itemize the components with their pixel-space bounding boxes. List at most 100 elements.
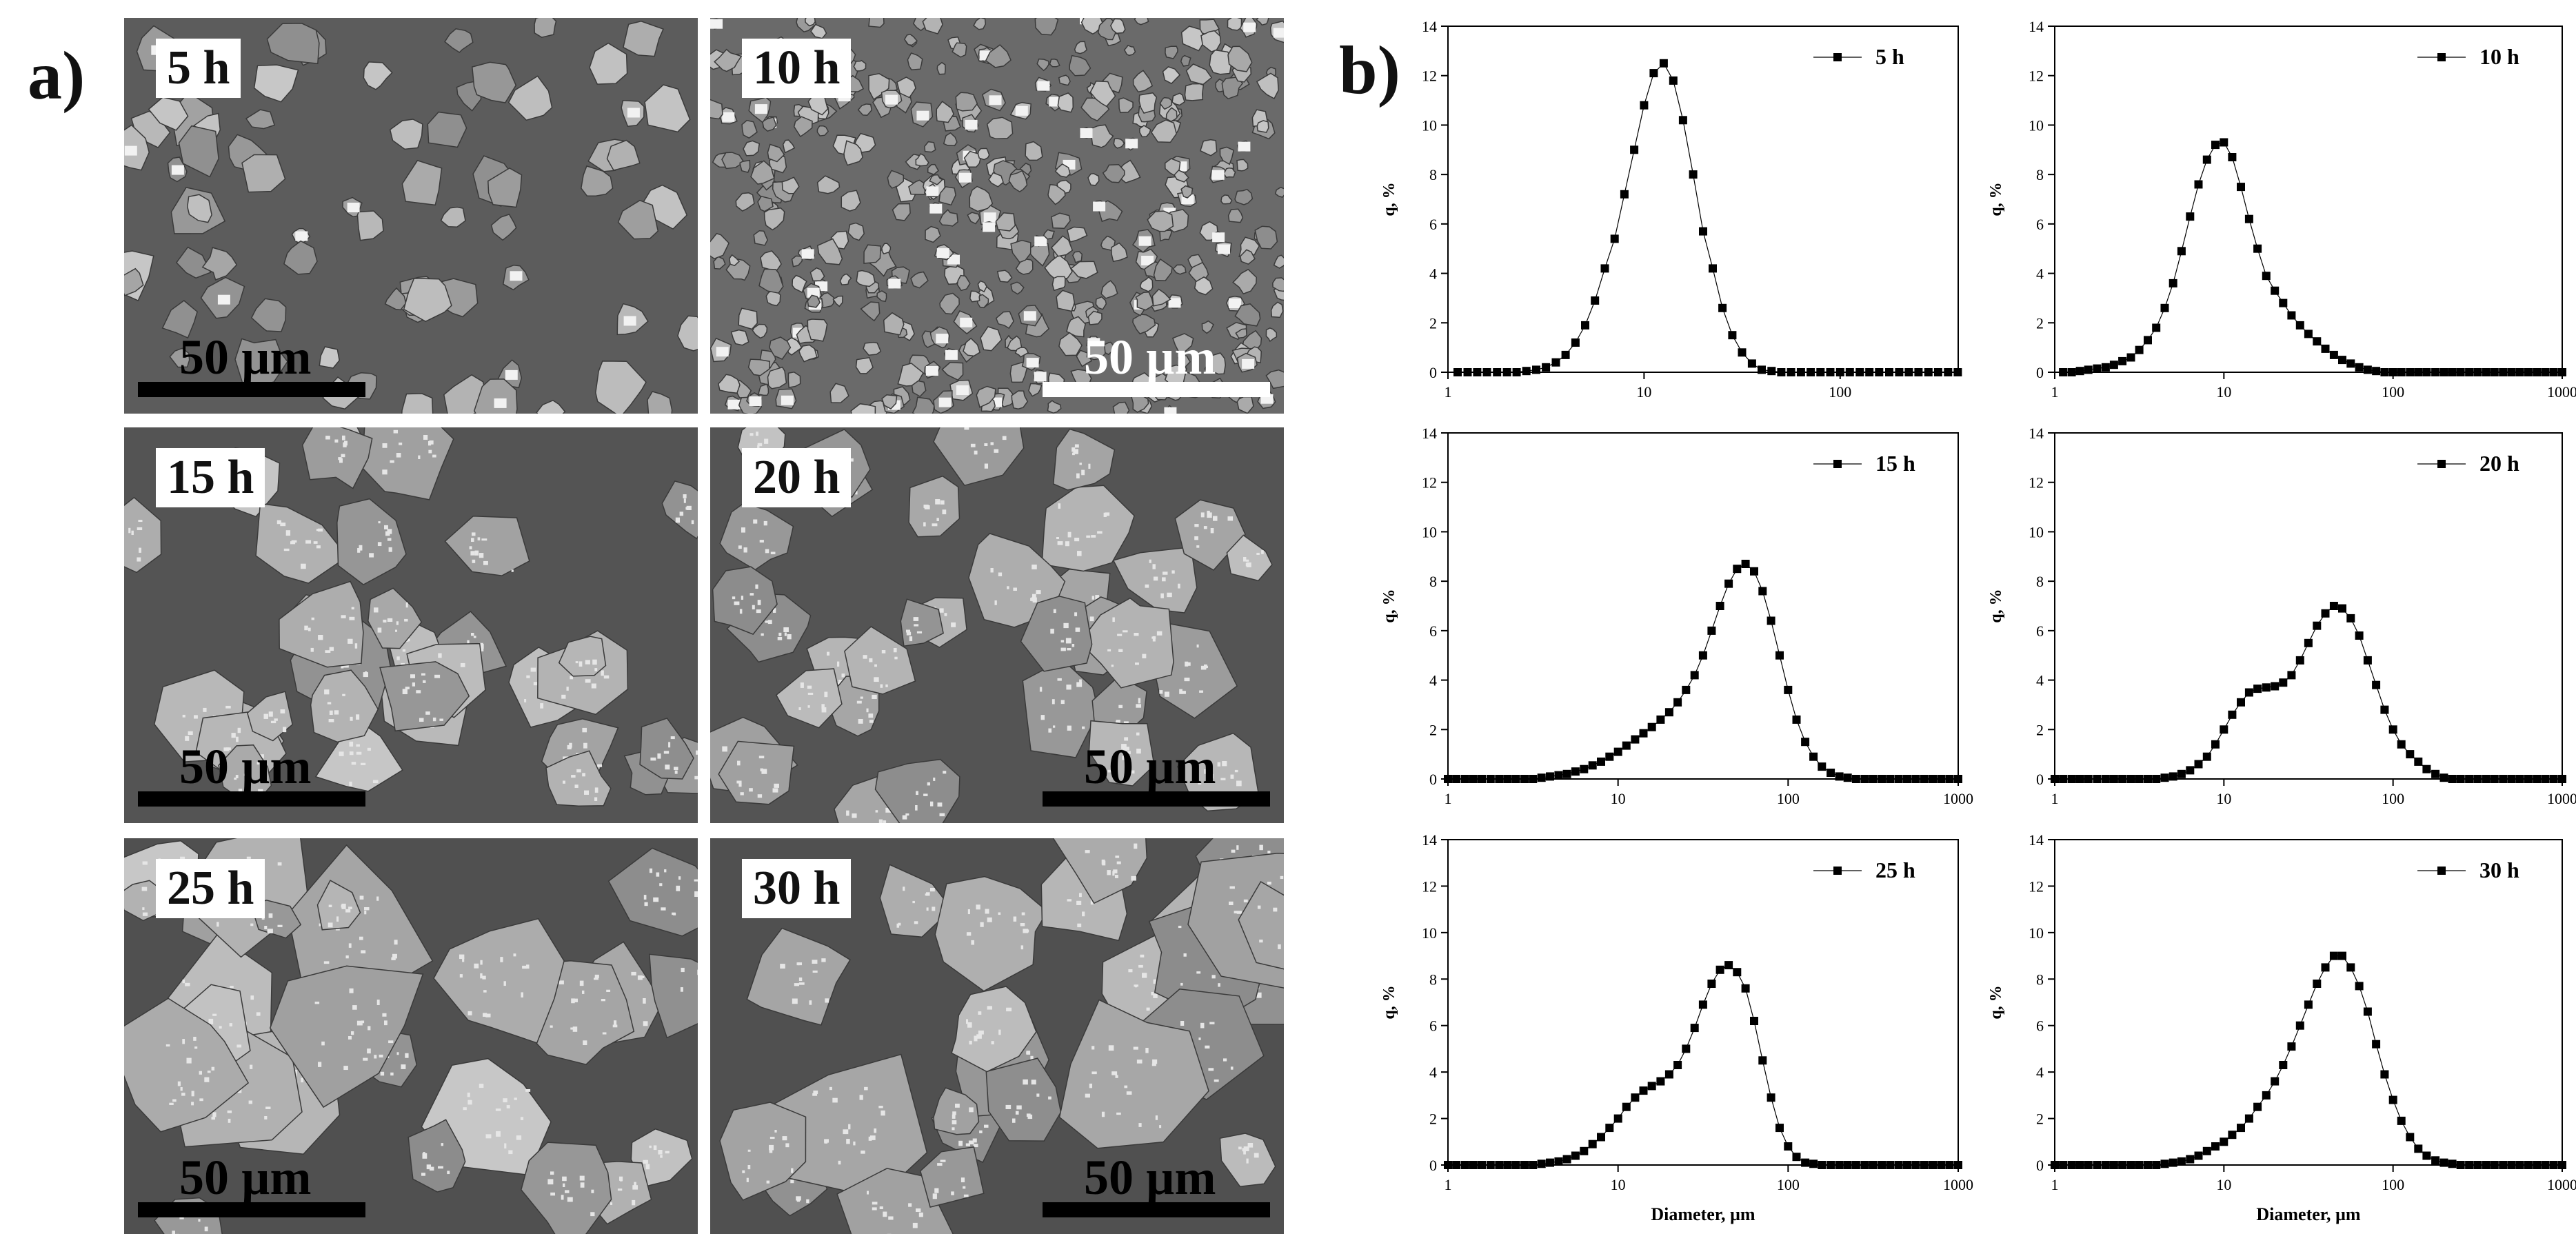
x-tick-label: 100 — [1777, 1176, 1800, 1193]
data-point — [1911, 1161, 1920, 1169]
data-point — [1502, 368, 1511, 376]
data-point — [1707, 626, 1716, 635]
data-point — [2448, 775, 2457, 783]
data-point — [2541, 368, 2550, 376]
x-tick-label: 10 — [1611, 790, 1626, 807]
data-point — [1818, 762, 1827, 771]
data-point — [2490, 368, 2499, 376]
data-point — [1885, 368, 1893, 376]
y-tick-label: 0 — [2036, 1157, 2044, 1174]
legend-marker — [2437, 460, 2446, 468]
data-point — [2499, 775, 2508, 783]
data-point — [2422, 1151, 2431, 1160]
data-point — [2456, 368, 2465, 376]
data-point — [2524, 775, 2533, 783]
scale-bar-label: 50 µm — [179, 1150, 312, 1205]
data-point — [1750, 567, 1758, 576]
data-point — [1855, 368, 1864, 376]
y-tick-label: 14 — [2029, 831, 2044, 849]
data-point — [2237, 183, 2245, 192]
data-point — [2093, 775, 2102, 783]
data-point — [1698, 651, 1707, 660]
y-tick-label: 10 — [2029, 117, 2044, 134]
data-point — [1758, 587, 1767, 596]
data-point — [2126, 353, 2135, 362]
legend-label: 10 h — [2479, 44, 2519, 69]
data-point — [1639, 729, 1648, 738]
panel-label-a: a) — [28, 37, 85, 114]
y-tick-label: 2 — [1429, 721, 1437, 738]
data-point — [2414, 368, 2423, 376]
plot-frame — [2054, 26, 2563, 373]
data-point — [2202, 155, 2211, 164]
data-point — [2380, 705, 2389, 714]
data-point — [2220, 1137, 2228, 1146]
data-point — [1738, 348, 1747, 357]
data-point — [1775, 651, 1784, 660]
x-tick-label: 100 — [2382, 383, 2404, 401]
x-tick-label: 100 — [1829, 383, 1851, 401]
y-tick-label: 8 — [2036, 573, 2044, 590]
data-point — [2220, 725, 2228, 734]
data-point — [1678, 116, 1687, 125]
data-point — [2338, 951, 2346, 960]
series-line — [2063, 141, 2562, 373]
data-point — [1835, 1161, 1844, 1169]
data-point — [2533, 368, 2542, 376]
y-tick-label: 8 — [1429, 166, 1437, 183]
data-point — [2355, 982, 2364, 991]
data-point — [2329, 951, 2338, 960]
data-point — [1529, 1161, 1538, 1169]
data-point — [2237, 1124, 2245, 1133]
data-point — [2473, 1161, 2482, 1169]
y-tick-label: 4 — [2036, 672, 2044, 689]
data-point — [1669, 76, 1678, 85]
data-point — [1503, 1161, 1512, 1169]
data-point — [1581, 321, 1589, 330]
data-point — [1809, 752, 1818, 761]
data-point — [2515, 1161, 2524, 1169]
data-point — [2439, 368, 2448, 376]
data-point — [1460, 1161, 1469, 1169]
data-point — [1878, 775, 1886, 783]
data-point — [1512, 368, 1521, 376]
data-point — [1787, 368, 1795, 376]
data-point — [1529, 775, 1538, 783]
data-point — [2465, 368, 2474, 376]
data-point — [2118, 356, 2127, 365]
scale-bar — [1043, 382, 1270, 397]
y-tick-label: 12 — [2029, 474, 2044, 492]
y-tick-label: 12 — [1422, 68, 1437, 85]
data-point — [1937, 775, 1946, 783]
y-tick-label: 10 — [2029, 523, 2044, 540]
data-point — [2287, 671, 2296, 680]
data-point — [1904, 368, 1913, 376]
sem-image-25h: 25 h 50 µm — [124, 838, 698, 1234]
data-point — [2448, 368, 2457, 376]
sem-image-15h: 15 h 50 µm — [124, 427, 698, 823]
data-point — [1546, 1158, 1554, 1167]
y-tick-label: 6 — [2036, 622, 2044, 640]
data-point — [2388, 1095, 2397, 1104]
scale-bar — [138, 382, 365, 397]
data-point — [2186, 766, 2195, 775]
data-point — [1554, 1157, 1563, 1166]
scale-bar-label: 50 µm — [179, 330, 312, 385]
data-point — [2228, 710, 2237, 719]
data-point — [1715, 965, 1724, 974]
data-point — [1613, 1114, 1622, 1123]
data-point — [2160, 1159, 2169, 1168]
data-point — [2211, 740, 2220, 749]
y-tick-label: 14 — [2029, 18, 2044, 35]
plot-frame — [2054, 839, 2563, 1166]
data-point — [2355, 631, 2364, 640]
y-tick-label: 14 — [1422, 831, 1437, 849]
data-point — [2287, 1042, 2296, 1051]
sem-image-10h: 10 h 50 µm — [710, 18, 1284, 414]
data-point — [2397, 368, 2406, 376]
x-tick-label: 1 — [1445, 790, 1452, 807]
x-tick-label: 10 — [1611, 1176, 1626, 1193]
data-point — [1537, 1159, 1546, 1168]
data-point — [2279, 298, 2288, 307]
data-point — [2160, 303, 2169, 312]
